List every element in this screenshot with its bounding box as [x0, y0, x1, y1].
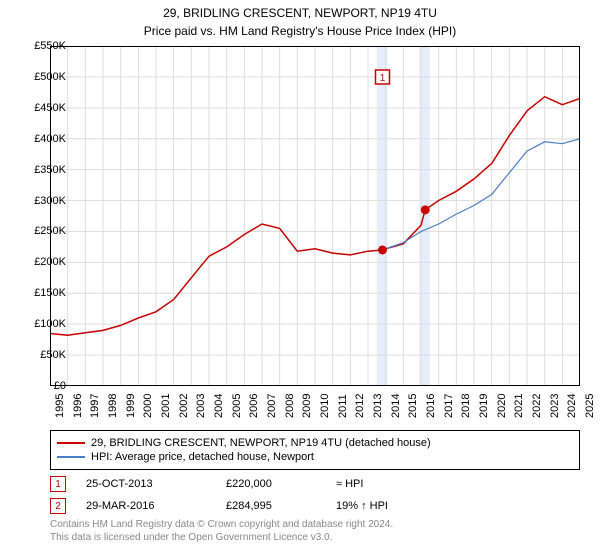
- x-tick-label: 2022: [531, 394, 543, 418]
- sales-table: 1 25-OCT-2013 £220,000 ≈ HPI 2 29-MAR-2016 £28…: [50, 472, 580, 520]
- x-tick-label: 1999: [125, 394, 137, 418]
- x-tick-label: 2005: [231, 394, 243, 418]
- legend: 29, BRIDLING CRESCENT, NEWPORT, NP19 4TU…: [50, 430, 580, 470]
- x-tick-label: 2000: [142, 394, 154, 418]
- x-tick-label: 1996: [72, 394, 84, 418]
- footer: Contains HM Land Registry data © Crown c…: [50, 518, 393, 544]
- x-tick-label: 1998: [107, 394, 119, 418]
- plot-area: 12: [50, 46, 580, 386]
- x-tick-label: 2008: [284, 394, 296, 418]
- x-tick-label: 2024: [566, 394, 578, 418]
- y-tick-label: £550K: [34, 40, 66, 52]
- x-tick-label: 2020: [496, 394, 508, 418]
- x-tick-label: 2019: [478, 394, 490, 418]
- legend-item: 29, BRIDLING CRESCENT, NEWPORT, NP19 4TU…: [57, 437, 573, 449]
- y-tick-label: £300K: [34, 195, 66, 207]
- sale-number-box: 1: [50, 476, 66, 492]
- sale-date: 25-OCT-2013: [86, 478, 206, 490]
- footer-line2: This data is licensed under the Open Gov…: [50, 531, 393, 544]
- x-tick-label: 2010: [319, 394, 331, 418]
- y-tick-label: £100K: [34, 318, 66, 330]
- y-tick-label: £200K: [34, 256, 66, 268]
- x-tick-label: 2002: [178, 394, 190, 418]
- x-tick-label: 2015: [407, 394, 419, 418]
- x-tick-label: 2016: [425, 394, 437, 418]
- y-tick-label: £350K: [34, 164, 66, 176]
- y-tick-label: £250K: [34, 225, 66, 237]
- legend-item: HPI: Average price, detached house, Newp…: [57, 451, 573, 463]
- x-tick-label: 1997: [89, 394, 101, 418]
- y-tick-label: £400K: [34, 133, 66, 145]
- x-tick-label: 2006: [248, 394, 260, 418]
- sale-date: 29-MAR-2016: [86, 500, 206, 512]
- x-tick-label: 2012: [354, 394, 366, 418]
- x-tick-label: 2017: [443, 394, 455, 418]
- x-tick-label: 2013: [372, 394, 384, 418]
- x-tick-label: 2009: [301, 394, 313, 418]
- x-tick-label: 2021: [513, 394, 525, 418]
- sale-row: 2 29-MAR-2016 £284,995 19% ↑ HPI: [50, 498, 580, 514]
- sale-delta: 19% ↑ HPI: [336, 500, 388, 512]
- x-tick-label: 2003: [195, 394, 207, 418]
- legend-label: HPI: Average price, detached house, Newp…: [91, 451, 314, 463]
- legend-swatch: [57, 456, 85, 458]
- x-tick-label: 2014: [390, 394, 402, 418]
- footer-line1: Contains HM Land Registry data © Crown c…: [50, 518, 393, 531]
- y-tick-label: £50K: [40, 349, 66, 361]
- y-tick-label: £500K: [34, 71, 66, 83]
- chart-subtitle: Price paid vs. HM Land Registry's House …: [0, 22, 600, 38]
- x-tick-label: 1995: [54, 394, 66, 418]
- x-tick-label: 2007: [266, 394, 278, 418]
- y-tick-label: £450K: [34, 102, 66, 114]
- sale-row: 1 25-OCT-2013 £220,000 ≈ HPI: [50, 476, 580, 492]
- sale-number-box: 2: [50, 498, 66, 514]
- x-tick-label: 2011: [337, 394, 349, 418]
- legend-label: 29, BRIDLING CRESCENT, NEWPORT, NP19 4TU…: [91, 437, 431, 449]
- y-tick-label: £0: [54, 380, 66, 392]
- x-tick-label: 2001: [160, 394, 172, 418]
- plot-svg: 12: [50, 46, 580, 386]
- sale-price: £284,995: [226, 500, 316, 512]
- sale-delta: ≈ HPI: [336, 478, 363, 490]
- x-tick-label: 2004: [213, 394, 225, 418]
- x-tick-label: 2025: [584, 394, 596, 418]
- chart-root: 29, BRIDLING CRESCENT, NEWPORT, NP19 4TU…: [0, 0, 600, 560]
- x-tick-label: 2023: [549, 394, 561, 418]
- svg-text:1: 1: [380, 73, 386, 84]
- y-tick-label: £150K: [34, 287, 66, 299]
- chart-title: 29, BRIDLING CRESCENT, NEWPORT, NP19 4TU: [0, 0, 600, 22]
- legend-swatch: [57, 442, 85, 444]
- sale-price: £220,000: [226, 478, 316, 490]
- x-tick-label: 2018: [460, 394, 472, 418]
